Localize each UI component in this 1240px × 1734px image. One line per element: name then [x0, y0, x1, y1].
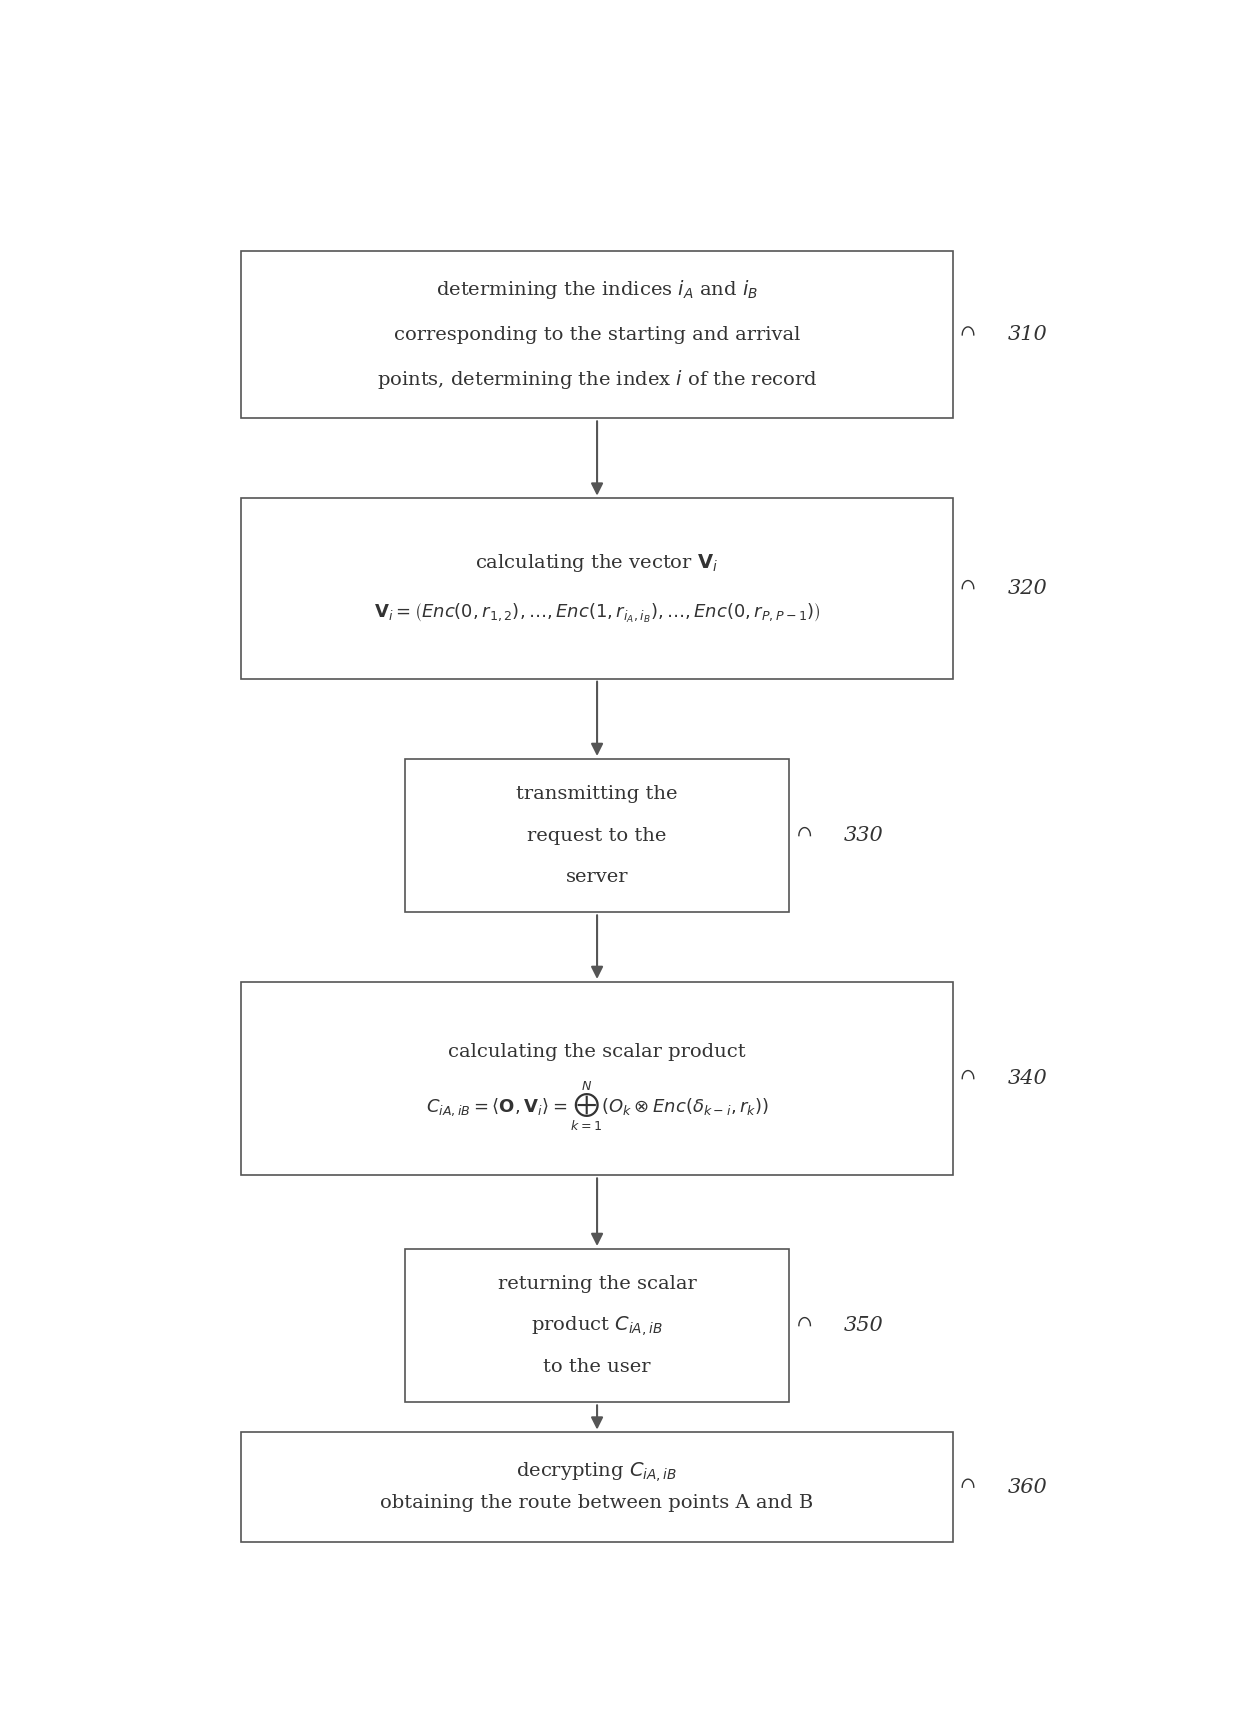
Text: $\mathbf{V}_i = \left(Enc(0, r_{1,2}),\ldots,Enc(1, r_{i_A,i_B}),\ldots,Enc(0, r: $\mathbf{V}_i = \left(Enc(0, r_{1,2}),\l…: [373, 602, 821, 626]
Text: $C_{iA,iB} = \langle \mathbf{O}, \mathbf{V}_i \rangle = \bigoplus_{k=1}^{N} \lef: $C_{iA,iB} = \langle \mathbf{O}, \mathbf…: [425, 1079, 769, 1132]
Text: corresponding to the starting and arrival: corresponding to the starting and arriva…: [394, 326, 800, 343]
Text: 310: 310: [1007, 326, 1047, 345]
Text: request to the: request to the: [527, 827, 667, 844]
Text: product $C_{iA,iB}$: product $C_{iA,iB}$: [531, 1314, 663, 1337]
Text: determining the indices $i_A$ and $i_B$: determining the indices $i_A$ and $i_B$: [436, 279, 758, 302]
FancyBboxPatch shape: [242, 1432, 952, 1542]
FancyBboxPatch shape: [404, 759, 789, 912]
Text: returning the scalar: returning the scalar: [497, 1274, 697, 1294]
Text: calculating the vector $\mathbf{V}_i$: calculating the vector $\mathbf{V}_i$: [475, 553, 719, 574]
Text: 360: 360: [1007, 1477, 1047, 1496]
Text: 350: 350: [844, 1316, 884, 1335]
Text: 320: 320: [1007, 579, 1047, 598]
FancyBboxPatch shape: [242, 251, 952, 418]
FancyBboxPatch shape: [404, 1248, 789, 1403]
Text: calculating the scalar product: calculating the scalar product: [448, 1042, 746, 1061]
Text: server: server: [565, 869, 629, 886]
Text: to the user: to the user: [543, 1358, 651, 1377]
FancyBboxPatch shape: [242, 498, 952, 678]
Text: decrypting $C_{iA,iB}$: decrypting $C_{iA,iB}$: [517, 1460, 677, 1484]
Text: 340: 340: [1007, 1070, 1047, 1089]
Text: 330: 330: [844, 825, 884, 844]
FancyBboxPatch shape: [242, 981, 952, 1176]
Text: obtaining the route between points A and B: obtaining the route between points A and…: [381, 1493, 813, 1512]
Text: transmitting the: transmitting the: [516, 786, 678, 803]
Text: points, determining the index $i$ of the record: points, determining the index $i$ of the…: [377, 369, 817, 392]
